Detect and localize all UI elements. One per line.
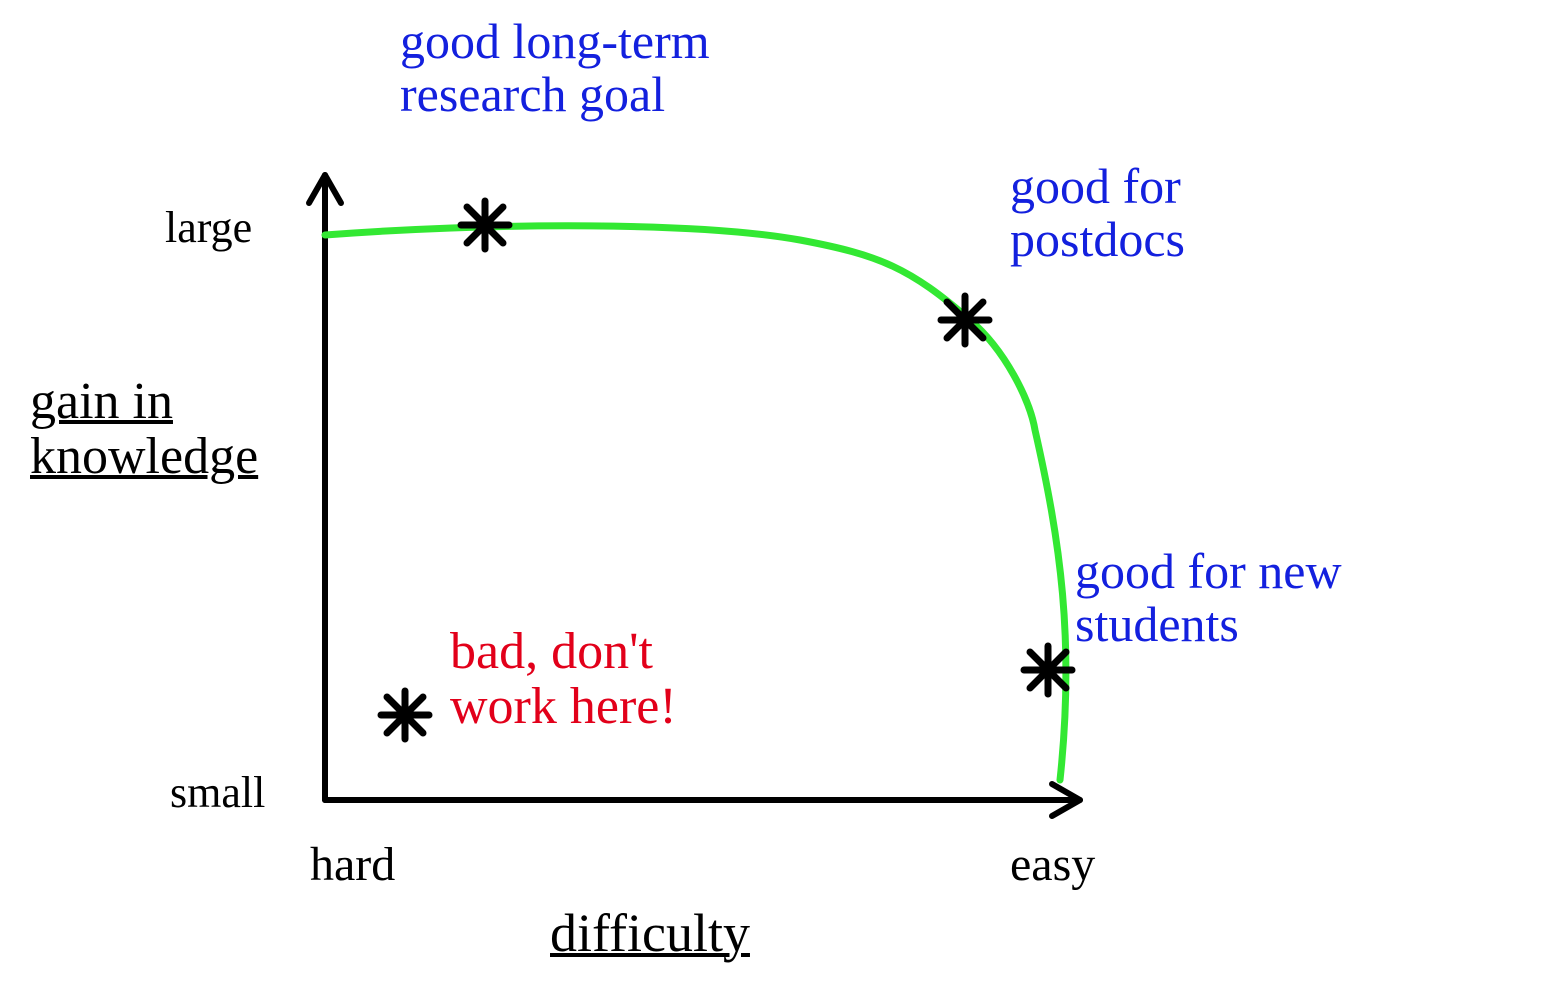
axes-svg	[0, 0, 1548, 992]
marker-bad-region	[381, 691, 429, 739]
annotation-new-students: good for new students	[1075, 545, 1342, 650]
y-axis-title: gain in knowledge	[30, 375, 258, 484]
marker-long-term-goal	[461, 201, 509, 249]
y-tick-small: small	[170, 770, 265, 816]
annotation-long-term: good long-term research goal	[400, 15, 710, 120]
x-axis-title: difficulty	[550, 905, 750, 962]
annotation-postdocs: good for postdocs	[1010, 160, 1185, 265]
y-tick-large: large	[165, 205, 252, 251]
x-tick-hard: hard	[310, 840, 395, 890]
marker-postdocs	[941, 296, 989, 344]
marker-new-students	[1024, 646, 1072, 694]
annotation-bad: bad, don't work here!	[450, 625, 677, 734]
axes	[309, 175, 1080, 816]
x-tick-easy: easy	[1010, 840, 1095, 890]
